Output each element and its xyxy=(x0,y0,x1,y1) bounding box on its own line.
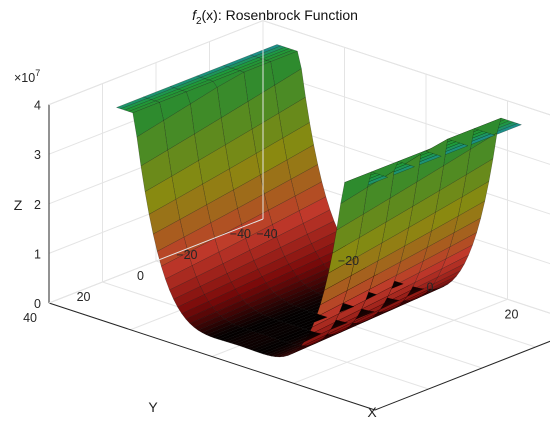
plot-title: f2(x): Rosenbrock Function xyxy=(192,7,358,27)
z-exponent-power: 7 xyxy=(35,68,40,78)
y-tick-label: 20 xyxy=(77,290,91,304)
z-exponent: ×107 xyxy=(14,68,40,85)
axis-edge xyxy=(262,20,550,116)
axis-edge xyxy=(48,218,264,304)
z-tick-label: 2 xyxy=(34,198,41,212)
axes-box xyxy=(48,20,550,411)
title-main: f xyxy=(192,7,198,23)
y-tick-label: 40 xyxy=(23,311,37,325)
grid-line xyxy=(374,340,550,411)
y-tick-label: −40 xyxy=(230,227,251,241)
y-tick-label: −20 xyxy=(176,248,197,262)
z-tick-label: 0 xyxy=(34,297,41,311)
z-tick-label: 1 xyxy=(34,247,41,261)
x-tick-label: −20 xyxy=(338,254,359,268)
svg-text:f2(x): Rosenbrock Function: f2(x): Rosenbrock Function xyxy=(192,7,358,27)
axis-edge xyxy=(374,340,550,411)
y-tick-label: 0 xyxy=(137,269,144,283)
axis-edge xyxy=(48,20,264,106)
y-axis-label: Y xyxy=(148,399,158,415)
z-axis-label: Z xyxy=(14,197,23,213)
axis-edge xyxy=(48,302,376,411)
z-tick-label: 4 xyxy=(34,99,41,113)
surface-patch xyxy=(238,335,271,348)
title-rest: (x): Rosenbrock Function xyxy=(202,7,358,23)
z-tick-label: 3 xyxy=(34,148,41,162)
x-tick-label: 20 xyxy=(505,307,519,321)
x-axis-label: X xyxy=(367,404,377,420)
z-exponent-base: ×10 xyxy=(14,71,35,85)
grid-line xyxy=(262,69,550,165)
x-tick-label: −40 xyxy=(256,227,277,241)
x-tick-label: 0 xyxy=(427,281,434,295)
title-subscript: 2 xyxy=(196,16,202,27)
surface xyxy=(115,44,523,358)
